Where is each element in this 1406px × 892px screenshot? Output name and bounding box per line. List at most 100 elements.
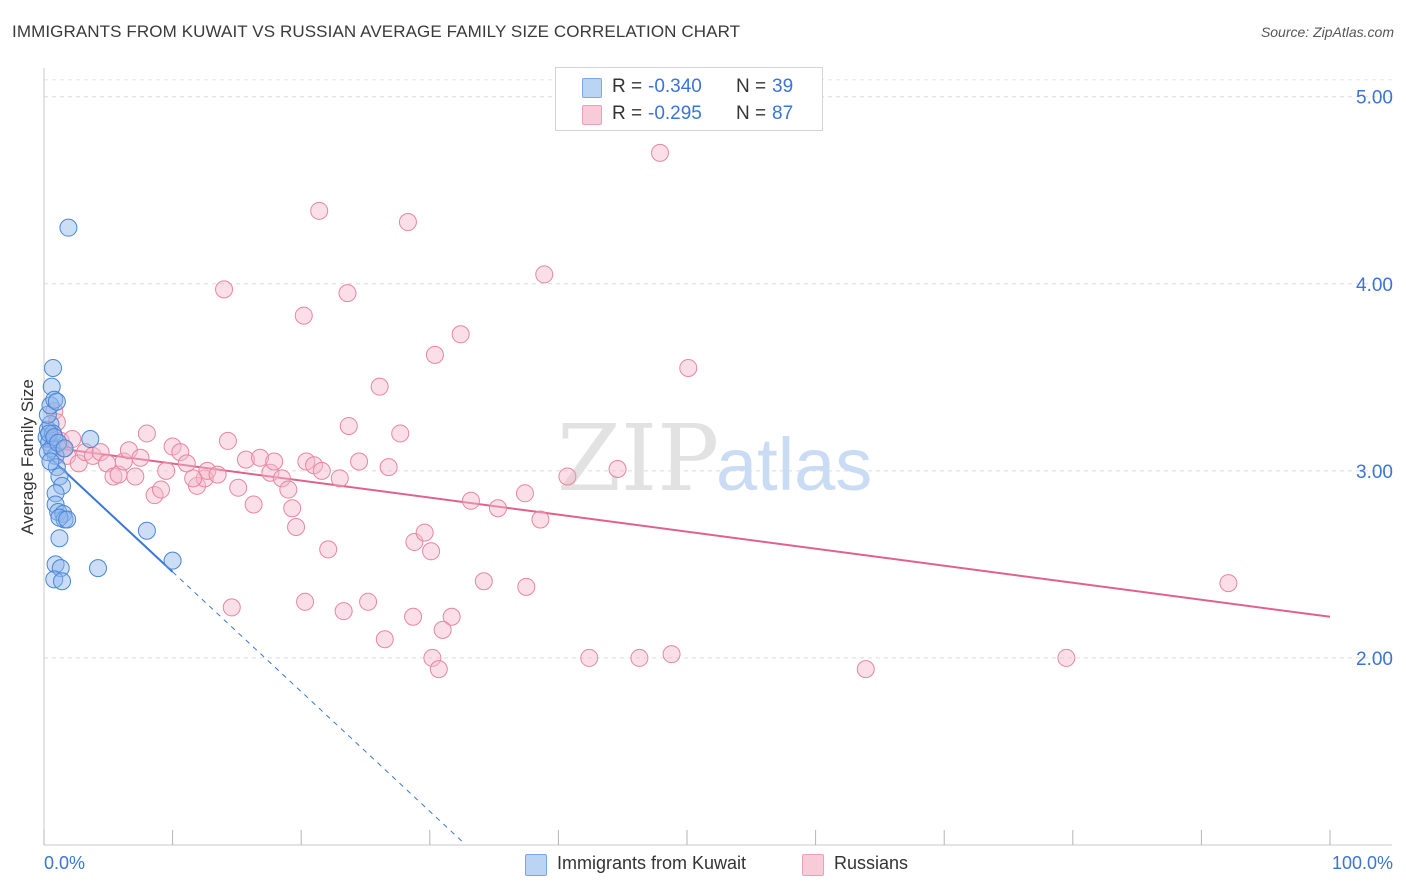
russians-point (608, 459, 627, 478)
n-label: N = (736, 76, 767, 97)
russians-point (488, 499, 507, 518)
grid (44, 79, 1392, 659)
russians-point (244, 495, 263, 514)
russians-point (236, 450, 255, 469)
russians-point (222, 598, 241, 617)
russians-point (334, 602, 353, 621)
kuwait-swatch (525, 854, 547, 876)
russians-point (157, 461, 176, 480)
russians-trend-line (43, 445, 1331, 618)
kuwait-point (53, 572, 72, 591)
russians-point (422, 542, 441, 561)
russians-point (433, 620, 452, 639)
russians-point (91, 443, 110, 462)
russians-point (184, 469, 203, 488)
russians-point (423, 648, 442, 667)
russians-point (215, 280, 234, 299)
russians-point (279, 480, 298, 499)
russians-point (415, 523, 434, 542)
kuwait-point (45, 390, 64, 409)
n-value: 39 (772, 76, 794, 97)
n-value: 87 (772, 103, 794, 124)
kuwait-point (45, 570, 64, 589)
russians-point (272, 469, 291, 488)
russians-point (375, 630, 394, 649)
russians-point (296, 592, 315, 611)
y-tick-label: 2.00 (1356, 649, 1393, 670)
russians-point (517, 577, 536, 596)
russians-point (558, 467, 577, 486)
russians-point (531, 510, 550, 529)
russians-point (535, 265, 554, 284)
russians-point (131, 448, 150, 467)
russians-point (856, 660, 875, 679)
kuwait-point (50, 508, 69, 527)
russians-point (261, 463, 280, 482)
russians-point (63, 430, 82, 449)
kuwait-point (51, 559, 70, 578)
chart-title: IMMIGRANTS FROM KUWAIT VS RUSSIAN AVERAG… (12, 22, 741, 41)
russians-point (310, 201, 329, 220)
kuwait-point (55, 439, 74, 458)
russians-point (650, 143, 669, 162)
watermark-zip: ZIP (557, 405, 719, 512)
russians-point (398, 213, 417, 232)
y-tick-label: 4.00 (1356, 275, 1393, 296)
chart-source: Source: ZipAtlas.com (1260, 24, 1394, 40)
russians-point (515, 484, 534, 503)
russians-point (294, 306, 313, 325)
russians-point (1057, 648, 1076, 667)
r-value: -0.340 (648, 76, 702, 97)
russians-point (251, 448, 270, 467)
legend-kuwait-label: Immigrants from Kuwait (557, 853, 747, 873)
russians-point (1219, 574, 1238, 593)
russians-point (425, 345, 444, 364)
russians-point (287, 517, 306, 536)
legend-russians-label: Russians (834, 853, 909, 873)
x-tick-labels: 0.0% 100.0% (44, 853, 1393, 873)
russians-point (69, 454, 88, 473)
russians-point (126, 467, 145, 486)
y-tick-label: 3.00 (1356, 462, 1393, 483)
x-tick-label: 100.0% (1332, 853, 1393, 873)
trend-lines (43, 445, 1331, 842)
russians-point (370, 377, 389, 396)
russians-point (208, 465, 227, 484)
kuwait-swatch (582, 78, 602, 98)
russians-point (114, 452, 133, 471)
r-value: -0.295 (648, 103, 702, 124)
watermark-atlas: atlas (716, 423, 872, 506)
kuwait-trend-line (43, 451, 174, 573)
kuwait-point (59, 218, 78, 237)
russians-point (442, 607, 461, 626)
r-label: R = (612, 76, 643, 97)
russians-point (379, 458, 398, 477)
russians-point (391, 424, 410, 443)
russians-points (45, 143, 1238, 679)
russians-point (283, 499, 302, 518)
russians-swatch (582, 105, 602, 125)
kuwait-point (44, 358, 63, 377)
kuwait-point (163, 551, 182, 570)
kuwait-point (58, 510, 77, 529)
russians-point (265, 452, 284, 471)
russians-point (229, 478, 248, 497)
russians-swatch (802, 854, 824, 876)
kuwait-point (81, 430, 100, 449)
kuwait-point (41, 452, 60, 471)
russians-point (580, 648, 599, 667)
correlation-legend: R = -0.340 N = 39 R = -0.295 N = 87 (555, 67, 823, 131)
russians-point (218, 431, 237, 450)
russians-point (319, 540, 338, 559)
n-label: N = (736, 103, 767, 124)
russians-point (662, 645, 681, 664)
russians-point (171, 443, 190, 462)
kuwait-point (137, 521, 156, 540)
y-tick-label: 5.00 (1356, 88, 1393, 109)
russians-point (330, 469, 349, 488)
russians-point (679, 358, 698, 377)
russians-point (405, 532, 424, 551)
r-label: R = (612, 103, 643, 124)
russians-point (630, 648, 649, 667)
